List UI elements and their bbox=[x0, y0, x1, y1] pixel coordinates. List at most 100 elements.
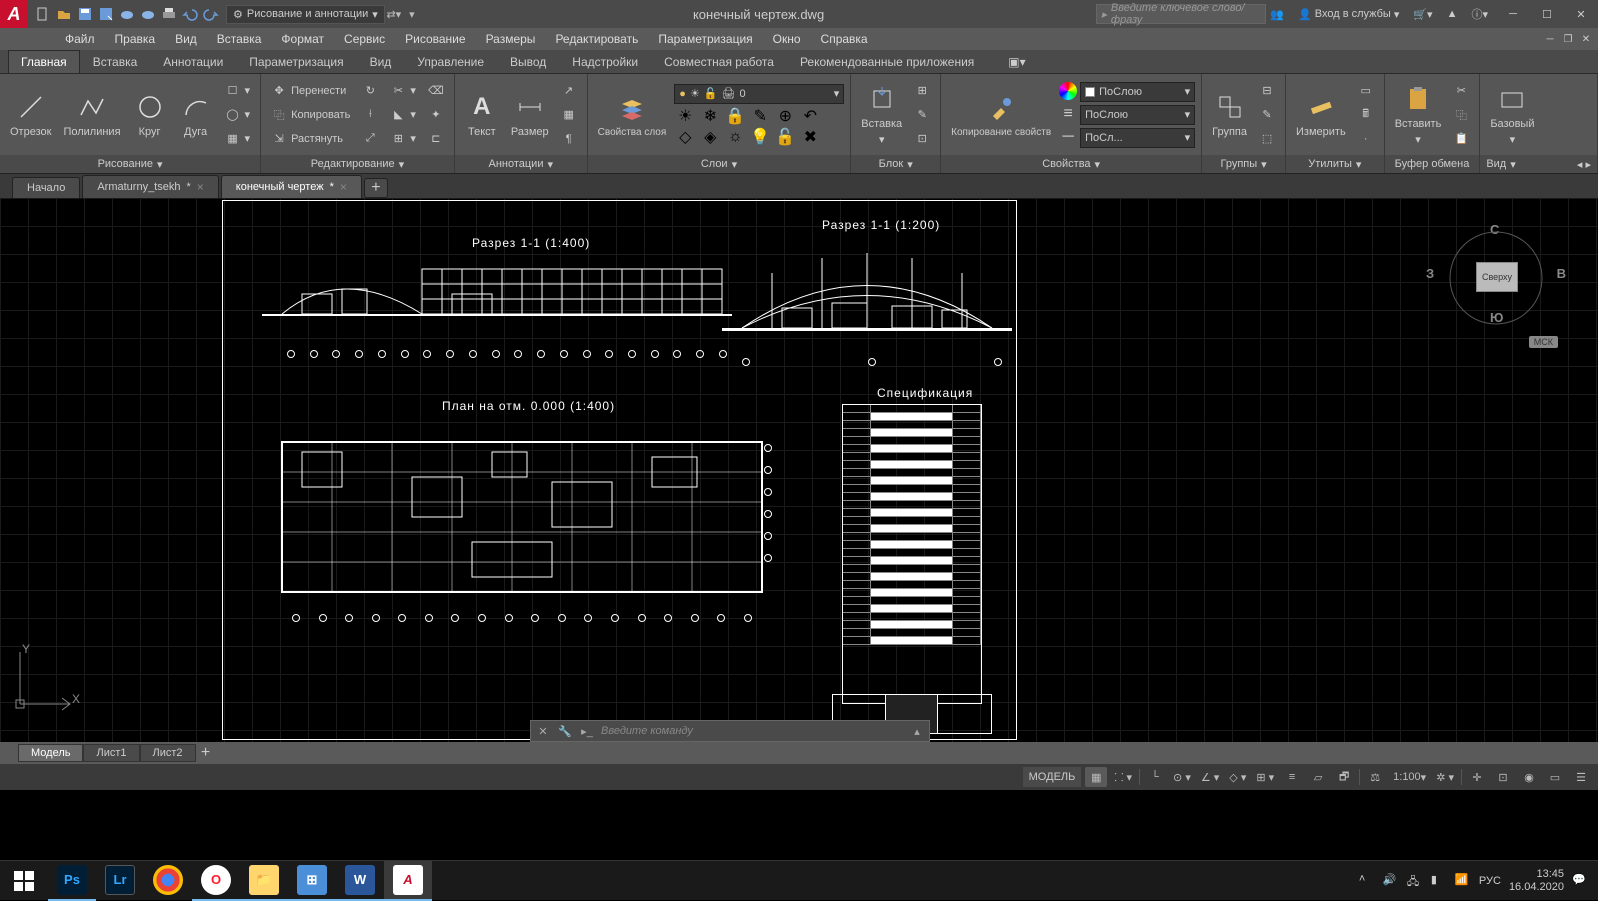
isolate-icon[interactable]: ◉ bbox=[1518, 767, 1540, 787]
menu-parametric[interactable]: Параметризация bbox=[648, 28, 762, 50]
taskbar-chrome[interactable] bbox=[144, 861, 192, 901]
menu-help[interactable]: Справка bbox=[811, 28, 878, 50]
ribbon-tab-collab[interactable]: Совместная работа bbox=[651, 50, 787, 73]
lweight-dropdown[interactable]: ПоСлою▾ bbox=[1080, 105, 1195, 125]
ltype-dropdown[interactable]: ПоСл...▾ bbox=[1080, 128, 1195, 148]
doc-tab-start[interactable]: Начало bbox=[12, 177, 80, 198]
layer-freeze-icon[interactable]: ❄ bbox=[699, 107, 721, 125]
viewcube-east[interactable]: В bbox=[1557, 266, 1566, 281]
layer-prev-icon[interactable]: ↶ bbox=[799, 107, 821, 125]
otrack-toggle[interactable]: ⊞ ▾ bbox=[1253, 767, 1277, 787]
taskbar-explorer[interactable]: 📁 bbox=[240, 861, 288, 901]
lweight-icon[interactable]: ≡ bbox=[1059, 105, 1077, 125]
layer-unlock-icon[interactable]: 🔓 bbox=[774, 128, 796, 146]
ortho-toggle[interactable]: └ bbox=[1144, 767, 1166, 787]
panel-annotation-title[interactable]: Аннотации ▾ bbox=[455, 155, 587, 173]
menu-tools[interactable]: Сервис bbox=[334, 28, 395, 50]
ungroup-icon[interactable]: ⊟ bbox=[1255, 80, 1279, 102]
doc-tab-final[interactable]: конечный чертеж*× bbox=[221, 175, 362, 198]
autocad-app-icon[interactable]: A bbox=[0, 0, 28, 28]
group-button[interactable]: Группа bbox=[1208, 91, 1251, 138]
cmdline-close-icon[interactable]: ✕ bbox=[535, 723, 551, 739]
measure-button[interactable]: Измерить bbox=[1292, 91, 1350, 138]
redo-icon[interactable] bbox=[202, 5, 220, 23]
layer-uniso-icon[interactable]: ◈ bbox=[699, 128, 721, 146]
calc-icon[interactable]: 🖩 bbox=[1354, 104, 1378, 126]
grid-toggle[interactable]: ▦ bbox=[1085, 767, 1107, 787]
drawing-canvas[interactable]: Разрез 1-1 (1:400) Разрез 1-1 (1:200) bbox=[0, 198, 1598, 742]
layer-match-icon[interactable]: ⊕ bbox=[774, 107, 796, 125]
ribbon-tab-insert[interactable]: Вставка bbox=[80, 50, 151, 73]
undo-icon[interactable] bbox=[181, 5, 199, 23]
taskbar-photoshop[interactable]: Ps bbox=[48, 861, 96, 901]
cloud-save-icon[interactable] bbox=[139, 5, 157, 23]
paste-button[interactable]: Вставить▾ bbox=[1391, 83, 1446, 146]
scale-button[interactable]: 1:100 ▾ bbox=[1390, 767, 1429, 787]
menu-view[interactable]: Вид bbox=[165, 28, 207, 50]
model-space-button[interactable]: МОДЕЛЬ bbox=[1023, 767, 1082, 787]
command-line[interactable]: ✕ 🔧 ▸_ Введите команду ▴ bbox=[530, 720, 930, 742]
exchange-icon[interactable]: 🛒▾ bbox=[1409, 8, 1436, 21]
tray-volume-icon[interactable]: 🔊 bbox=[1383, 873, 1399, 889]
clean-screen-icon[interactable]: ▭ bbox=[1544, 767, 1566, 787]
infocenter-icon[interactable]: 👥 bbox=[1266, 8, 1288, 21]
layer-off-icon[interactable]: ☀ bbox=[674, 107, 696, 125]
menu-draw[interactable]: Рисование bbox=[395, 28, 475, 50]
tray-lang[interactable]: РУС bbox=[1479, 875, 1501, 887]
base-view-button[interactable]: Базовый▾ bbox=[1486, 83, 1538, 146]
workspace-switch-icon[interactable]: ✛ bbox=[1466, 767, 1488, 787]
snap-toggle[interactable]: ⸬ ▾ bbox=[1111, 767, 1135, 787]
polyline-button[interactable]: Полилиния bbox=[59, 91, 124, 138]
qat-more-icon[interactable]: ▾ bbox=[403, 5, 421, 23]
ribbon-tab-parametric[interactable]: Параметризация bbox=[236, 50, 356, 73]
osnap-toggle[interactable]: ◇ ▾ bbox=[1226, 767, 1249, 787]
mirror-icon[interactable]: ⟊ bbox=[358, 104, 382, 126]
taskbar-app1[interactable]: ⊞ bbox=[288, 861, 336, 901]
viewcube-top[interactable]: Сверху bbox=[1476, 262, 1518, 292]
stretch-button[interactable]: ⇲Растянуть bbox=[267, 128, 354, 150]
rect-icon[interactable]: ☐▾ bbox=[221, 80, 255, 102]
close-button[interactable]: ✕ bbox=[1564, 0, 1598, 28]
start-button[interactable] bbox=[0, 861, 48, 901]
dimension-button[interactable]: Размер bbox=[507, 91, 553, 138]
tray-network-icon[interactable]: 🖧 bbox=[1407, 873, 1423, 889]
menu-dimension[interactable]: Размеры bbox=[476, 28, 546, 50]
attr-block-icon[interactable]: ⊡ bbox=[910, 128, 934, 150]
hatch-icon[interactable]: ▦▾ bbox=[221, 128, 255, 150]
ribbon-tab-manage[interactable]: Управление bbox=[404, 50, 497, 73]
taskbar-autocad[interactable]: A bbox=[384, 861, 432, 901]
layout-tab-model[interactable]: Модель bbox=[18, 744, 83, 762]
ltype-icon[interactable]: ─ bbox=[1059, 128, 1077, 148]
minimize-button[interactable]: ─ bbox=[1496, 0, 1530, 28]
cmdline-history-icon[interactable]: ▴ bbox=[909, 723, 925, 739]
signin-button[interactable]: 👤 Вход в службы▾ bbox=[1294, 8, 1403, 21]
bycolor-icon[interactable] bbox=[1059, 82, 1077, 100]
panel-properties-title[interactable]: Свойства ▾ bbox=[941, 155, 1201, 173]
layer-make-icon[interactable]: ✎ bbox=[749, 107, 771, 125]
viewcube-west[interactable]: З bbox=[1426, 266, 1434, 281]
app-store-icon[interactable]: ▲ bbox=[1443, 8, 1462, 20]
new-icon[interactable] bbox=[34, 5, 52, 23]
ribbon-tab-featured[interactable]: Рекомендованные приложения bbox=[787, 50, 987, 73]
mtext-icon[interactable]: ¶ bbox=[557, 128, 581, 150]
command-input[interactable]: Введите команду bbox=[601, 725, 903, 737]
explode-icon[interactable]: ✦ bbox=[424, 104, 448, 126]
panel-utilities-title[interactable]: Утилиты ▾ bbox=[1286, 155, 1384, 173]
cut-icon[interactable]: ✂ bbox=[1449, 80, 1473, 102]
maximize-button[interactable]: ☐ bbox=[1530, 0, 1564, 28]
menu-window[interactable]: Окно bbox=[763, 28, 811, 50]
array-icon[interactable]: ⊞▾ bbox=[386, 128, 420, 150]
fillet-icon[interactable]: ◣▾ bbox=[386, 104, 420, 126]
save-icon[interactable] bbox=[76, 5, 94, 23]
create-block-icon[interactable]: ⊞ bbox=[910, 80, 934, 102]
scale-icon[interactable]: ⤢ bbox=[358, 128, 382, 150]
layout-tab-sheet2[interactable]: Лист2 bbox=[140, 744, 196, 762]
offset-icon[interactable]: ⊏ bbox=[424, 128, 448, 150]
ribbon-tab-view[interactable]: Вид bbox=[357, 50, 405, 73]
taskbar-lightroom[interactable]: Lr bbox=[96, 861, 144, 901]
edit-block-icon[interactable]: ✎ bbox=[910, 104, 934, 126]
line-button[interactable]: Отрезок bbox=[6, 91, 55, 138]
layer-on-icon[interactable]: 💡 bbox=[749, 128, 771, 146]
rotate-icon[interactable]: ↻ bbox=[358, 80, 382, 102]
menu-modify[interactable]: Редактировать bbox=[545, 28, 648, 50]
